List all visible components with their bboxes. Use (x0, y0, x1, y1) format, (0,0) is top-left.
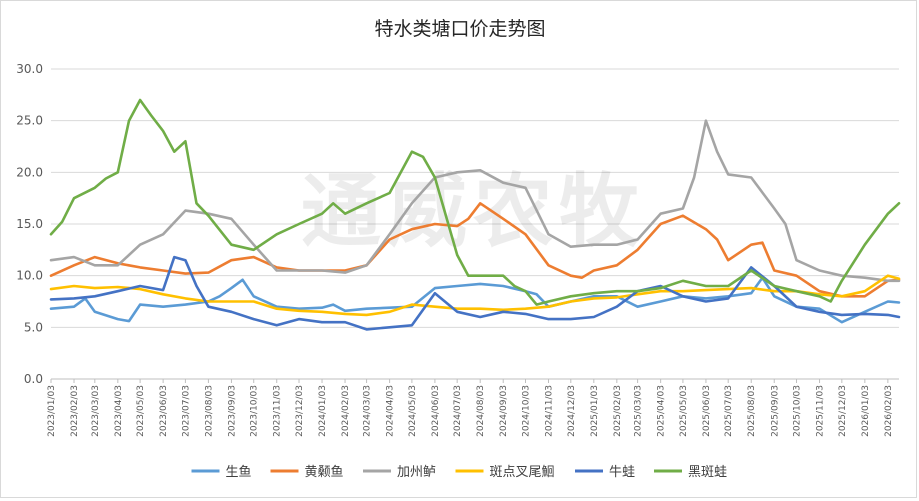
x-tick-label: 2025/09/03 (770, 385, 780, 437)
x-tick-label: 2024/07/03 (453, 385, 463, 437)
x-tick-label: 2025/06/03 (702, 385, 712, 437)
legend-item: 生鱼 (191, 464, 252, 480)
chart-title: 特水类塘口价走势图 (374, 18, 545, 40)
legend-label: 牛蛙 (609, 465, 635, 480)
legend-item: 斑点叉尾鮰 (455, 465, 555, 480)
legend-item: 牛蛙 (575, 465, 635, 480)
x-tick-label: 2023/11/03 (273, 385, 283, 437)
watermark-text: 通威农牧 (301, 165, 645, 258)
x-tick-label: 2023/02/03 (70, 385, 80, 437)
x-tick-label: 2025/08/03 (747, 385, 757, 437)
legend: 生鱼 黄颡鱼 加州鲈 斑点叉尾鮰 牛蛙 黑斑蛙 (191, 464, 727, 480)
x-tick-label: 2025/03/03 (634, 385, 644, 437)
series-lines (49, 98, 901, 331)
legend-label: 黑斑蛙 (688, 465, 727, 480)
y-tick-label: 20.0 (16, 165, 43, 179)
series-line-4 (49, 274, 901, 317)
x-tick-label: 2025/05/03 (679, 385, 689, 437)
legend-item: 黑斑蛙 (654, 465, 727, 480)
x-tick-label: 2024/10/03 (521, 385, 531, 437)
x-tick-label: 2024/05/03 (408, 385, 418, 437)
legend-label: 加州鲈 (397, 465, 436, 480)
x-tick-label: 2023/06/03 (159, 385, 169, 437)
x-tick-label: 2023/07/03 (181, 385, 191, 437)
x-tick-label: 2024/09/03 (499, 385, 509, 437)
x-tick-label: 2024/04/03 (386, 385, 396, 437)
y-tick-label: 5.0 (24, 320, 43, 334)
x-tick-label: 2023/03/03 (91, 385, 101, 437)
legend-label: 生鱼 (226, 464, 252, 480)
y-tick-label: 0.0 (24, 372, 43, 386)
x-tick-label: 2024/11/03 (545, 385, 555, 437)
x-tick-label: 2023/08/03 (204, 385, 214, 437)
y-axis: 0.0 5.0 10.0 15.0 20.0 25.0 30.0 (16, 62, 43, 386)
series-line-6 (49, 98, 901, 306)
x-tick-label: 2023/01/03 (47, 385, 57, 437)
x-tick-label: 2025/04/03 (657, 385, 667, 437)
x-tick-label: 2024/12/03 (567, 385, 577, 437)
series-line-1 (49, 276, 901, 324)
x-tick-label: 2023/04/03 (114, 385, 124, 437)
y-tick-label: 30.0 (16, 62, 43, 76)
x-tick-label: 2023/05/03 (136, 385, 146, 437)
y-tick-label: 15.0 (16, 217, 43, 231)
x-tick-label: 2025/11/03 (816, 385, 826, 437)
x-tick-label: 2023/10/03 (250, 385, 260, 437)
x-tick-label: 2025/01/03 (590, 385, 600, 437)
x-tick-label: 2024/01/03 (318, 385, 328, 437)
x-tick-label: 2024/08/03 (476, 385, 486, 437)
x-tick-label: 2024/06/03 (431, 385, 441, 437)
x-tick-label: 2023/09/03 (227, 385, 237, 437)
x-tick-label: 2026/01/03 (861, 385, 871, 437)
series-line-2 (49, 202, 901, 298)
x-tick-label: 2023/12/03 (295, 385, 305, 437)
legend-label: 黄颡鱼 (305, 464, 344, 480)
x-tick-label: 2025/10/03 (793, 385, 803, 437)
y-tick-label: 25.0 (16, 114, 43, 128)
y-tick-label: 10.0 (16, 269, 43, 283)
x-tick-label: 2024/02/03 (341, 385, 351, 437)
x-tick-label: 2025/12/03 (838, 385, 848, 437)
legend-item: 黄颡鱼 (270, 464, 344, 480)
legend-item: 加州鲈 (363, 465, 436, 480)
x-tick-label: 2024/03/03 (363, 385, 373, 437)
x-tick-label: 2026/02/03 (884, 385, 894, 437)
series-line-5 (49, 255, 901, 331)
x-tick-label: 2025/07/03 (724, 385, 734, 437)
legend-label: 斑点叉尾鮰 (490, 465, 555, 480)
x-tick-label: 2025/02/03 (613, 385, 623, 437)
x-axis: 2023/01/03 2023/02/03 2023/03/03 2023/04/03… (47, 379, 894, 437)
